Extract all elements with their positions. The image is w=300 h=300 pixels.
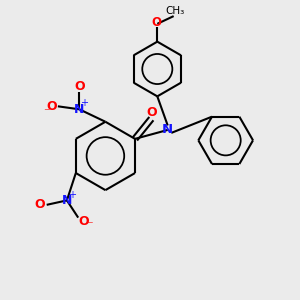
Text: O: O (35, 198, 46, 211)
Text: N: N (62, 194, 72, 207)
Text: O: O (152, 16, 162, 28)
Text: CH₃: CH₃ (166, 6, 185, 16)
Text: +: + (80, 98, 88, 108)
Text: O: O (78, 215, 89, 228)
Text: ⁻: ⁻ (43, 106, 50, 119)
Text: N: N (74, 103, 84, 116)
Text: O: O (74, 80, 85, 93)
Text: O: O (146, 106, 157, 118)
Text: O: O (46, 100, 57, 113)
Text: +: + (68, 190, 76, 200)
Text: N: N (162, 123, 173, 136)
Text: ⁻: ⁻ (86, 219, 93, 232)
